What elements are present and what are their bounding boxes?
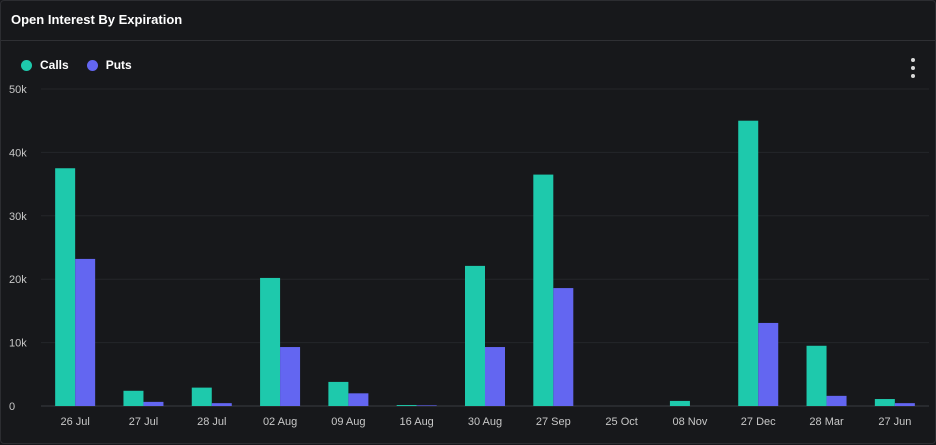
bar-puts[interactable]: [348, 393, 369, 406]
bar-puts[interactable]: [416, 405, 437, 406]
x-tick-label: 08 Nov: [672, 416, 707, 428]
x-tick-label: 25 Oct: [605, 416, 637, 428]
chart-legend: Calls Puts: [21, 58, 150, 72]
y-tick-label: 20k: [9, 274, 27, 286]
chart-title: Open Interest By Expiration: [11, 12, 183, 27]
bar-puts[interactable]: [211, 403, 232, 406]
bar-calls[interactable]: [874, 399, 895, 406]
more-vertical-icon[interactable]: [905, 58, 921, 78]
legend-calls-swatch: [21, 59, 32, 71]
bar-calls[interactable]: [669, 400, 690, 406]
y-tick-label: 50k: [9, 84, 27, 96]
y-tick-label: 10k: [9, 338, 27, 350]
legend-item-calls[interactable]: Calls: [21, 58, 69, 72]
bar-puts[interactable]: [280, 347, 301, 406]
legend-puts-swatch: [86, 59, 98, 71]
x-tick-label: 27 Dec: [741, 416, 776, 428]
x-tick-label: 16 Aug: [400, 416, 434, 428]
x-tick-label: 27 Sep: [536, 416, 571, 428]
bar-puts[interactable]: [826, 395, 847, 406]
bar-calls[interactable]: [465, 265, 485, 406]
bar-calls[interactable]: [806, 345, 827, 406]
legend-puts-label: Puts: [105, 58, 132, 72]
bar-puts[interactable]: [485, 347, 505, 406]
bar-puts[interactable]: [75, 258, 96, 406]
menu-dot: [911, 66, 915, 70]
bar-puts[interactable]: [143, 401, 164, 406]
x-tick-label: 30 Aug: [468, 416, 502, 428]
x-tick-label: 02 Aug: [263, 416, 297, 428]
bar-calls[interactable]: [738, 120, 759, 406]
bar-puts[interactable]: [758, 322, 779, 406]
panel-header: Open Interest By Expiration: [1, 1, 935, 41]
legend-calls-label: Calls: [40, 58, 69, 72]
x-tick-label: 09 Aug: [331, 416, 365, 428]
bar-calls[interactable]: [396, 405, 417, 406]
y-tick-label: 30k: [9, 211, 27, 223]
bar-calls[interactable]: [123, 390, 144, 406]
menu-dot: [911, 58, 915, 62]
y-tick-label: 0: [9, 401, 15, 413]
bar-calls[interactable]: [191, 387, 212, 406]
x-tick-label: 28 Mar: [809, 416, 844, 428]
legend-item-puts[interactable]: Puts: [86, 58, 132, 72]
bar-calls[interactable]: [55, 168, 76, 406]
x-tick-label: 28 Jul: [197, 416, 226, 428]
bar-calls[interactable]: [328, 381, 349, 406]
bar-calls[interactable]: [260, 277, 281, 406]
bar-puts[interactable]: [553, 288, 574, 406]
bar-calls[interactable]: [533, 174, 554, 406]
x-tick-label: 26 Jul: [60, 416, 89, 428]
x-tick-label: 27 Jul: [129, 416, 158, 428]
y-tick-label: 40k: [9, 147, 27, 159]
bar-puts[interactable]: [894, 403, 915, 406]
menu-dot: [911, 74, 915, 78]
x-tick-label: 27 Jun: [878, 416, 911, 428]
